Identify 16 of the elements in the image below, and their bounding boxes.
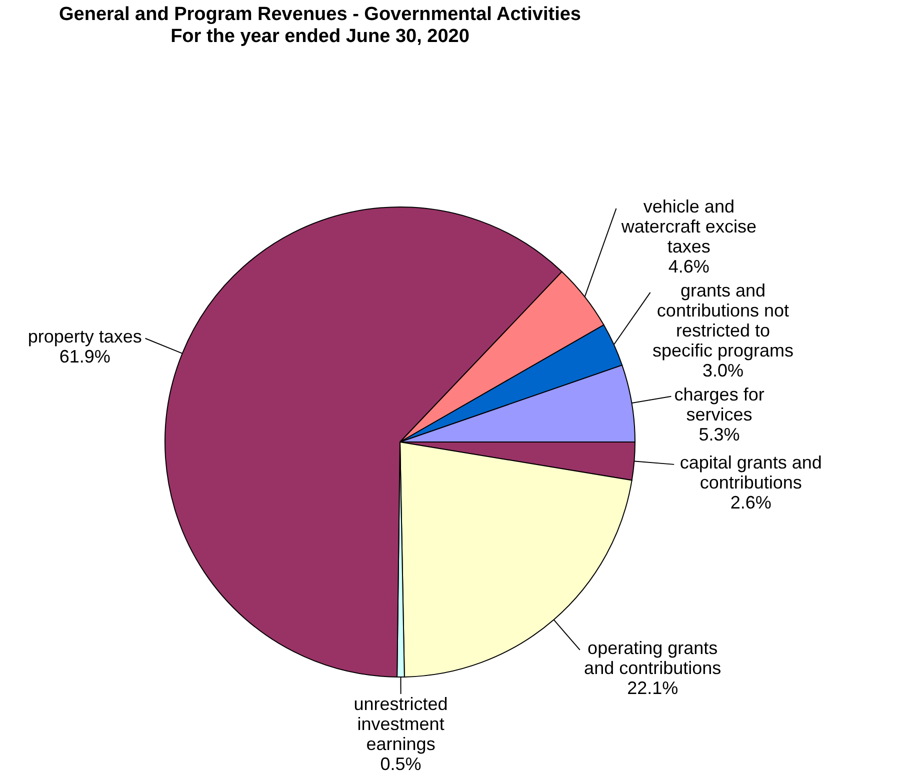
- data-label: 2.6%: [730, 492, 772, 512]
- chart-subtitle: For the year ended June 30, 2020: [170, 26, 470, 47]
- data-label: 4.6%: [668, 256, 710, 276]
- slice-label: capital grants and contributions: [680, 452, 822, 492]
- slice-label: operating grants and contributions: [584, 638, 722, 678]
- slice-label: grants and contributions not restricted to specific programs: [652, 280, 794, 360]
- chart-title: General and Program Revenues - Governmental Activities: [59, 4, 581, 25]
- slice-label: charges for services: [674, 384, 764, 424]
- slice-label: unrestricted investment earnings: [354, 694, 448, 754]
- data-label: 3.0%: [702, 360, 744, 380]
- data-label: 0.5%: [380, 754, 422, 774]
- slice-label: vehicle and watercraft excise taxes: [620, 196, 756, 256]
- data-label: 5.3%: [698, 424, 740, 444]
- data-label: 22.1%: [627, 678, 678, 698]
- data-label: 61.9%: [59, 346, 110, 366]
- slice-label: property taxes: [28, 326, 142, 346]
